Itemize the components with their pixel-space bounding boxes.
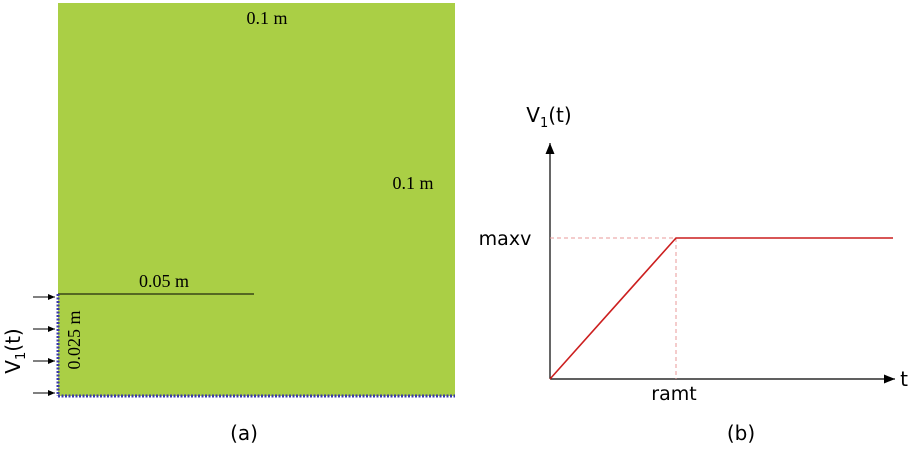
load-label-base: V: [1, 360, 25, 374]
ramp-curve: [549, 237, 893, 380]
load-arrows: [33, 294, 55, 396]
maxv-label: maxv: [479, 228, 532, 250]
load-label-suffix: (t): [1, 328, 25, 351]
ramt-label: ramt: [651, 383, 696, 405]
x-axis-label: t: [900, 367, 908, 391]
height-dimension-label: 0.1 m: [392, 173, 433, 193]
y-axis-label-subscript: 1: [540, 116, 548, 131]
crack-height-label: 0.025 m: [64, 310, 84, 369]
y-axis-label-base: V: [526, 103, 540, 127]
crack-length-label: 0.05 m: [139, 271, 189, 291]
width-dimension-label: 0.1 m: [246, 8, 287, 28]
panel-a: 0.1 m 0.1 m 0.05 m 0.025 m V1(t) (a): [1, 3, 455, 445]
domain-square: [58, 3, 455, 396]
panel-a-caption: (a): [230, 421, 258, 445]
y-axis-label: V1(t): [526, 103, 571, 131]
load-label: V1(t): [1, 328, 29, 373]
panel-b-caption: (b): [727, 421, 755, 445]
load-label-subscript: 1: [14, 352, 29, 360]
y-axis-label-suffix: (t): [548, 103, 571, 127]
panel-b: V1(t) t maxv ramt (b): [479, 103, 908, 445]
